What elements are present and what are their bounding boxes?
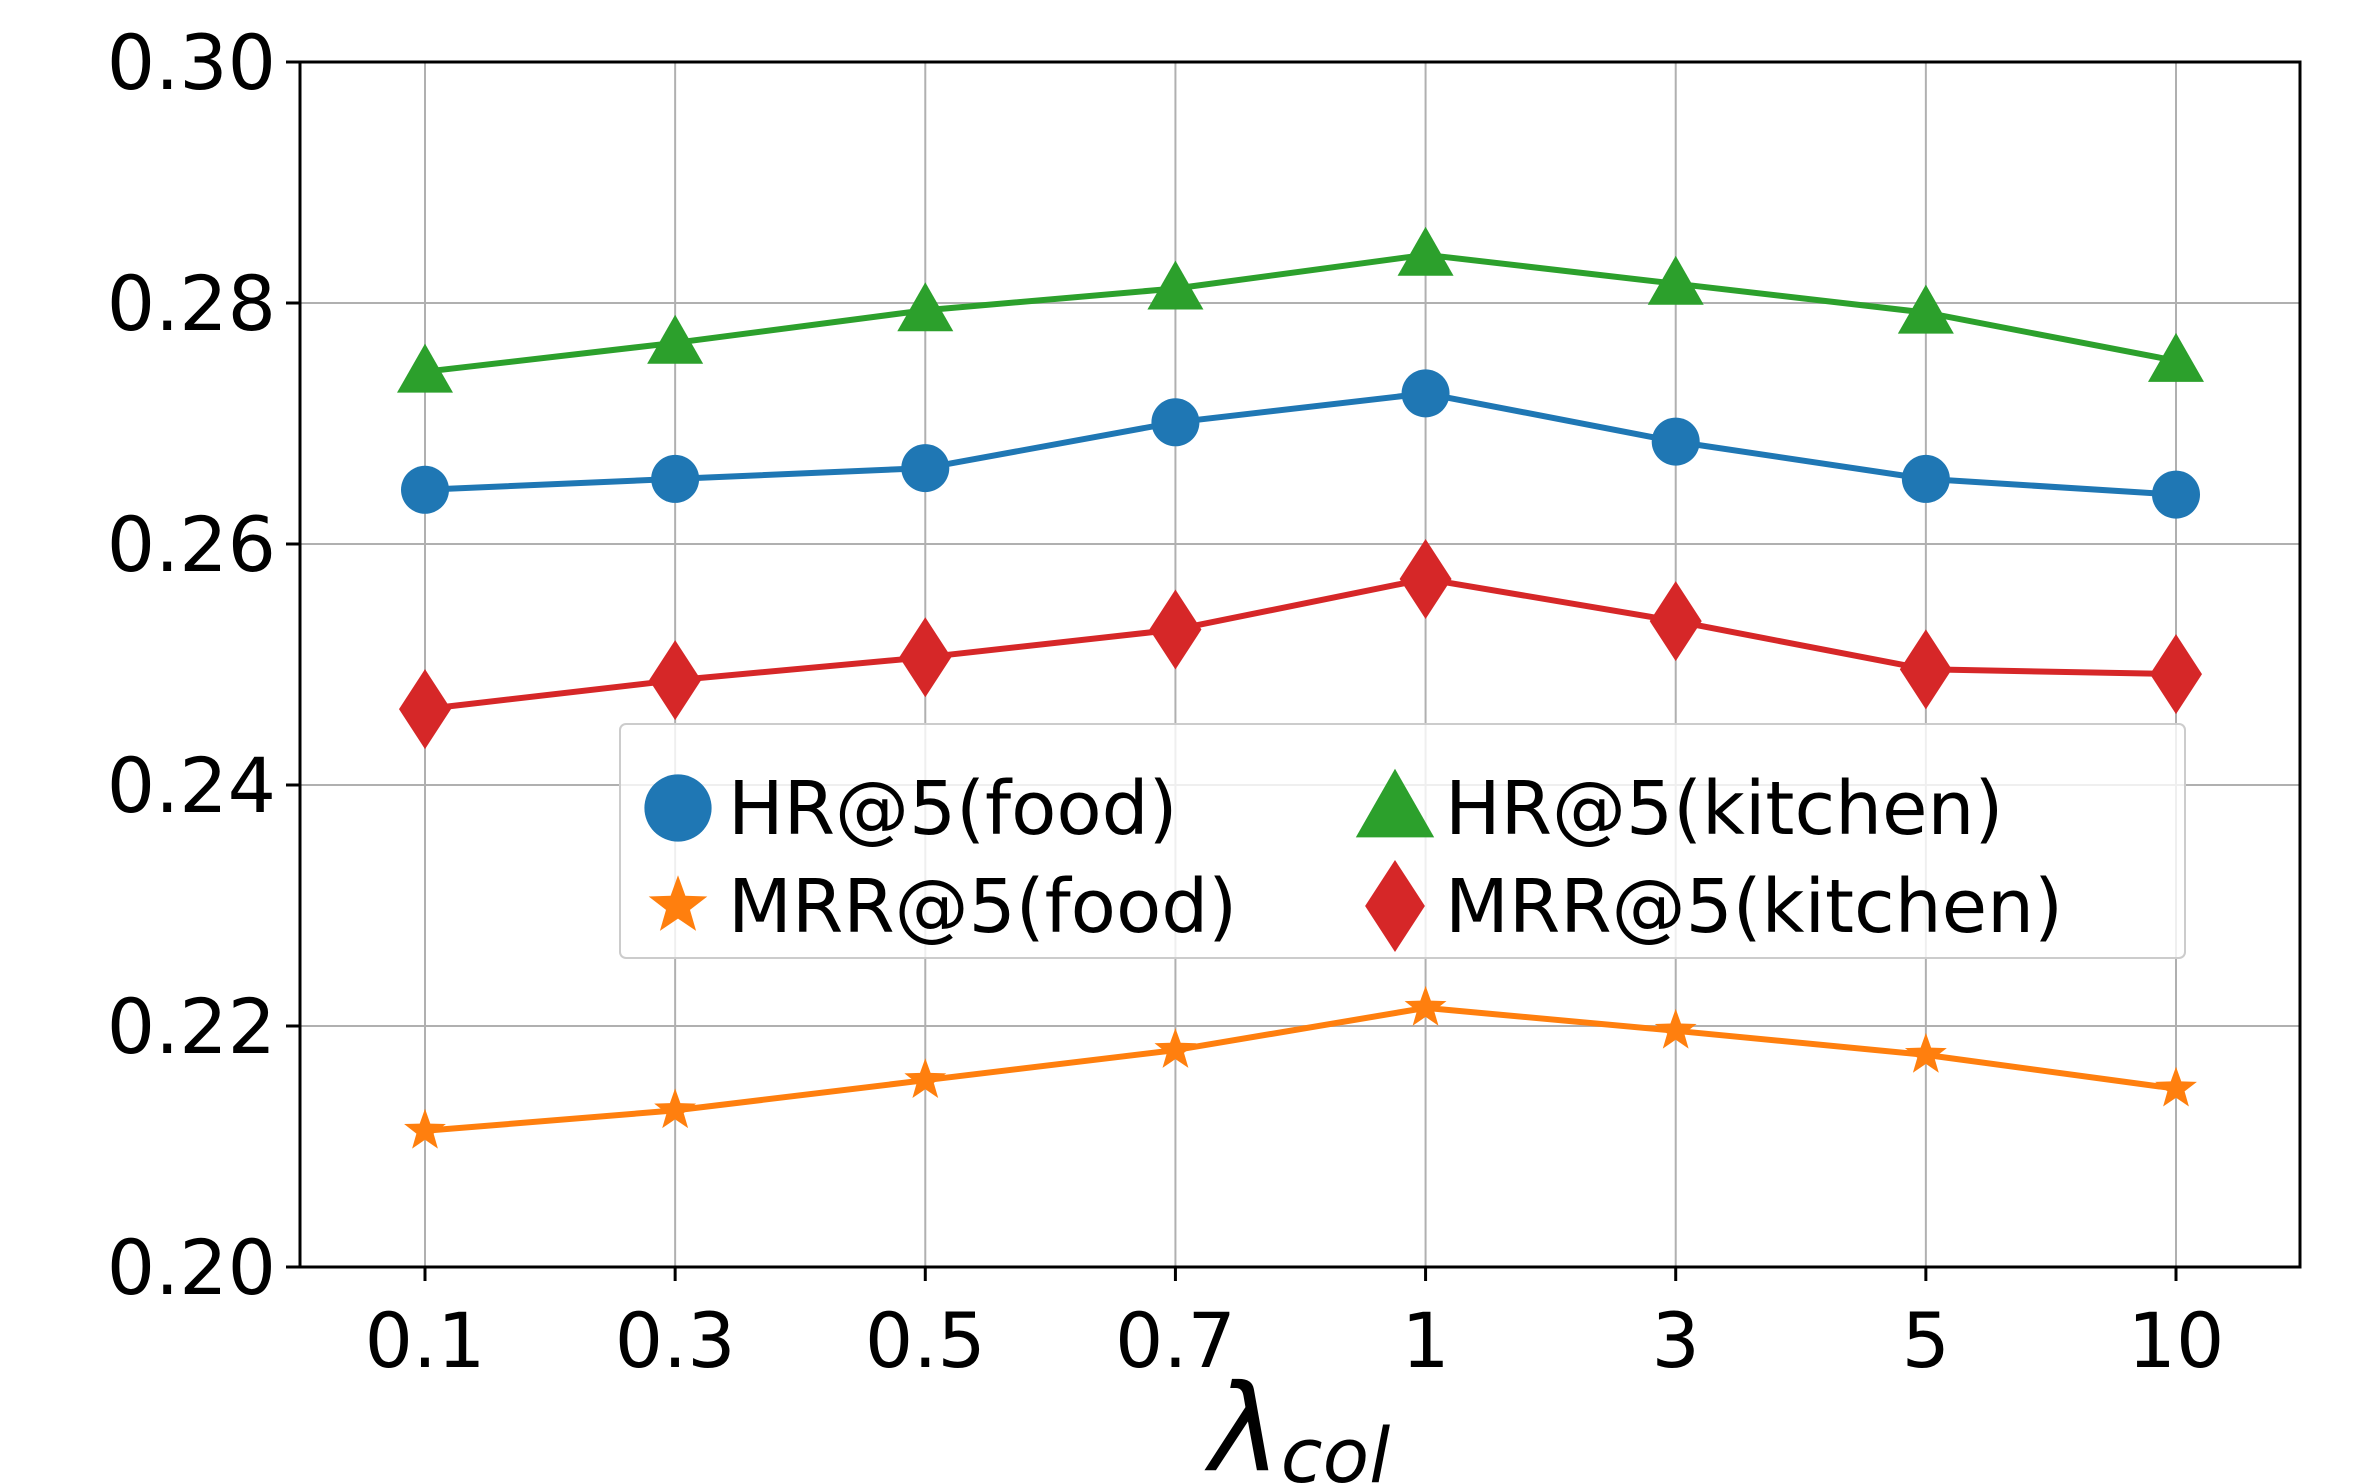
marker-diamond <box>1149 589 1202 670</box>
marker-triangle <box>1897 284 1954 334</box>
marker-diamond <box>2150 634 2202 715</box>
legend-label: HR@5(kitchen) <box>1445 766 2003 852</box>
marker-circle <box>651 454 700 503</box>
marker-diamond <box>1649 581 1702 662</box>
legend-box <box>619 723 2186 959</box>
marker-triangle <box>647 314 704 364</box>
marker-triangle <box>2148 332 2204 382</box>
y-tick-label: 0.22 <box>107 982 276 1071</box>
y-tick-label: 0.20 <box>107 1223 276 1312</box>
marker-triangle <box>897 282 954 332</box>
marker-star <box>1404 985 1447 1026</box>
x-axis-label: λcol <box>1204 1360 1390 1484</box>
series-line <box>424 575 2177 713</box>
marker-star <box>1904 1032 1947 1073</box>
marker-star <box>648 875 708 931</box>
series-lines <box>424 251 2177 1134</box>
x-axis-label-subscript: col <box>1281 1411 1390 1484</box>
marker-diamond <box>399 669 451 750</box>
marker-star <box>904 1058 947 1098</box>
series-line <box>424 1004 2177 1134</box>
marker-star <box>2155 1066 2197 1107</box>
marker-triangle <box>1397 226 1454 276</box>
marker-diamond <box>899 617 952 698</box>
y-tick-label: 0.30 <box>107 18 276 107</box>
marker-triangle <box>397 343 453 393</box>
marker-circle <box>901 444 950 493</box>
x-tick-label: 3 <box>1652 1296 1700 1385</box>
x-tick-labels: 0.1 0.3 0.5 0.7 1 3 5 10 <box>365 1267 2225 1385</box>
x-tick-label: 0.7 <box>1115 1296 1236 1385</box>
legend-label: MRR@5(food) <box>728 864 1237 950</box>
marker-circle <box>1401 369 1450 418</box>
marker-circle <box>644 774 712 842</box>
marker-circle <box>1651 417 1700 466</box>
series-markers <box>397 226 2204 1149</box>
marker-circle <box>2152 470 2200 519</box>
marker-star <box>1654 1008 1697 1049</box>
marker-diamond <box>1365 860 1425 952</box>
marker-diamond <box>1899 629 1952 710</box>
x-axis-label-main: λ <box>1204 1360 1281 1484</box>
legend-label: HR@5(food) <box>728 766 1177 852</box>
marker-circle <box>401 465 449 514</box>
marker-diamond <box>649 640 702 721</box>
marker-diamond <box>1399 538 1452 619</box>
x-tick-label: 0.5 <box>865 1296 986 1385</box>
plot-frame <box>298 60 2302 1269</box>
series-line <box>424 251 2177 375</box>
marker-triangle <box>1647 255 1704 305</box>
y-tick-label: 0.28 <box>107 259 276 348</box>
x-tick-label: 1 <box>1401 1296 1449 1385</box>
y-tick-label: 0.26 <box>107 500 276 589</box>
marker-star <box>1154 1028 1197 1068</box>
x-tick-label: 5 <box>1902 1296 1950 1385</box>
legend: HR@5(food) MRR@5(food) HR@5(kitchen) MRR@5(… <box>619 723 2186 959</box>
marker-triangle <box>1147 260 1204 310</box>
x-tick-label: 0.3 <box>615 1296 736 1385</box>
marker-star <box>404 1108 446 1149</box>
marker-star <box>654 1088 697 1129</box>
marker-circle <box>1151 398 1200 447</box>
legend-label: MRR@5(kitchen) <box>1445 864 2063 950</box>
grid <box>300 61 2300 1268</box>
marker-triangle <box>1355 768 1435 838</box>
x-tick-label: 0.1 <box>365 1296 486 1385</box>
marker-circle <box>1901 454 1950 503</box>
y-tick-label: 0.24 <box>107 741 276 830</box>
y-tick-labels: 0.20 0.22 0.24 0.26 0.28 0.30 <box>107 18 300 1312</box>
x-tick-label: 10 <box>2128 1296 2225 1385</box>
series-line <box>424 390 2177 498</box>
